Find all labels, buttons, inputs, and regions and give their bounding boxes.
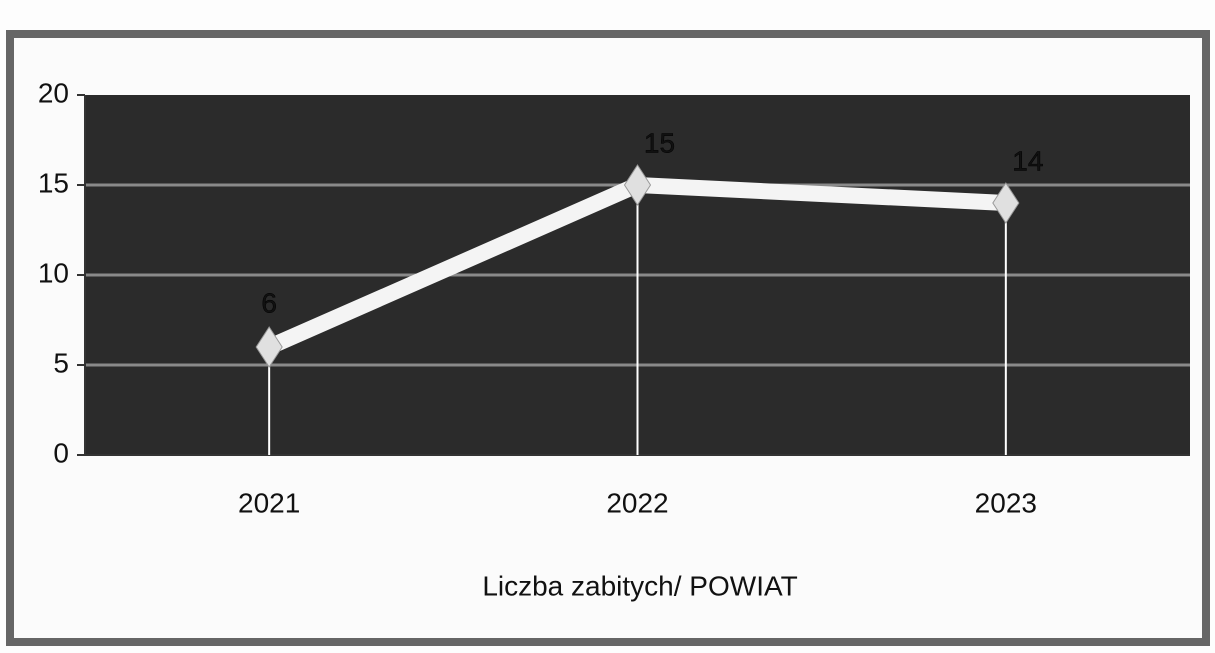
data-marker <box>623 164 652 206</box>
x-tick-label: 2023 <box>975 487 1037 518</box>
y-tick-label: 15 <box>38 167 69 198</box>
y-tick-label: 20 <box>38 77 69 108</box>
data-label: 6 <box>261 287 277 318</box>
x-axis-label: Liczba zabitych/ POWIAT <box>482 570 797 601</box>
x-tick-label: 2021 <box>238 487 300 518</box>
x-tick-label: 2022 <box>606 487 668 518</box>
data-marker <box>992 182 1020 224</box>
data-marker <box>255 326 283 368</box>
y-tick-label: 10 <box>38 257 69 288</box>
data-label: 15 <box>644 127 675 158</box>
y-tick-label: 0 <box>53 437 69 468</box>
data-label: 14 <box>1012 145 1043 176</box>
y-tick-label: 5 <box>53 347 69 378</box>
